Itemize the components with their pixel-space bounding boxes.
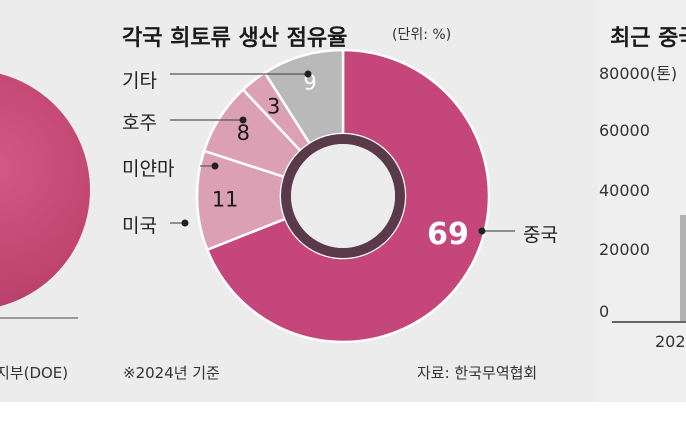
right-ytick: 60000: [599, 121, 650, 140]
value-label-중국: 69: [427, 217, 469, 252]
label-미얀마: 미얀마: [122, 158, 175, 180]
right-xtick: 2024: [655, 332, 686, 351]
right-panel-title: 최근 중국: [610, 26, 686, 51]
right-ytick: 40000: [599, 181, 650, 200]
chart-title: 각국 희토류 생산 점유율: [122, 26, 348, 51]
donut-hole: [291, 144, 395, 248]
leader-dot-호주: [239, 116, 247, 124]
right-ytick: 0: [599, 302, 610, 321]
right-ytick: 20000: [599, 240, 650, 259]
leader-dot-중국: [478, 227, 486, 235]
infographic: 지부(DOE) 각국 희토류 생산 점유율 (단위: %) 69 11 8 3 9 기타…: [0, 0, 686, 402]
right-panel-bar: [680, 215, 686, 321]
unit-label: (단위: %): [392, 27, 452, 43]
label-중국: 중국: [523, 224, 558, 246]
right-panel-axis: [612, 321, 686, 323]
footnote: ※2024년 기준: [123, 364, 220, 382]
donut-inner-ring: [281, 134, 405, 258]
label-기타: 기타: [122, 70, 157, 92]
left-panel-baseline: [0, 317, 78, 319]
right-panel: [598, 0, 686, 402]
bottom-margin: [0, 402, 686, 440]
leader-dot-미얀마: [211, 162, 219, 170]
leader-dot-미국: [181, 219, 189, 227]
source-note: 자료: 한국무역협회: [417, 364, 538, 382]
value-label-미국: 11: [212, 188, 239, 212]
left-panel-source: 지부(DOE): [0, 364, 69, 382]
value-label-미얀마: 8: [237, 121, 250, 145]
label-미국: 미국: [122, 215, 157, 237]
value-label-호주: 3: [267, 95, 280, 119]
label-호주: 호주: [122, 112, 157, 134]
right-ytick: 80000(톤): [599, 64, 678, 83]
leader-dot-기타: [304, 70, 312, 78]
